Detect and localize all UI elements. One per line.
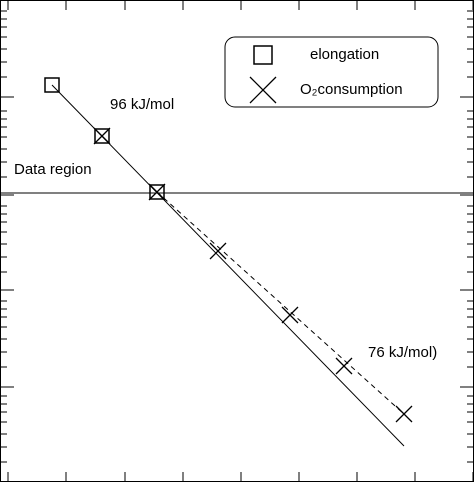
cross-marker xyxy=(93,127,111,145)
legend-label: O₂consumption xyxy=(300,81,403,98)
fit-line xyxy=(51,84,405,447)
cross-marker xyxy=(249,76,277,104)
legend-label: elongation xyxy=(310,46,379,63)
annotation: 96 kJ/mol xyxy=(110,96,174,113)
square-marker xyxy=(44,77,60,93)
cross-marker xyxy=(148,183,166,201)
cross-marker xyxy=(209,242,227,260)
fit-line xyxy=(156,191,405,415)
annotation: Data region xyxy=(14,161,92,178)
square-marker xyxy=(149,184,165,200)
cross-marker xyxy=(335,357,353,375)
square-marker xyxy=(94,128,110,144)
square-marker xyxy=(253,45,273,65)
cross-marker xyxy=(395,405,413,423)
legend-box xyxy=(224,36,439,108)
cross-marker xyxy=(281,306,299,324)
annotation: 76 kJ/mol) xyxy=(368,344,437,361)
